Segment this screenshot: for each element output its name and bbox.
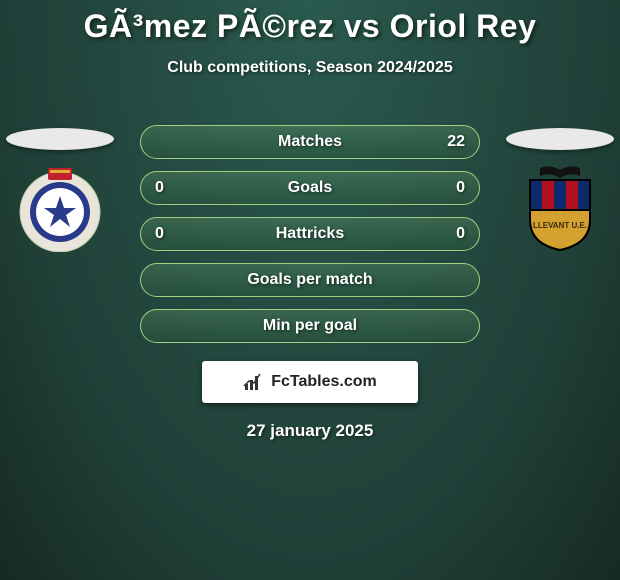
stat-row-matches: Matches 22 (140, 125, 480, 159)
deportivo-crest (10, 166, 110, 252)
stat-label: Goals (288, 179, 332, 197)
stat-right-value: 0 (456, 179, 465, 197)
stat-label: Goals per match (247, 271, 372, 289)
subtitle: Club competitions, Season 2024/2025 (0, 59, 620, 77)
stat-label: Matches (278, 133, 342, 151)
left-player-ellipse (6, 128, 114, 150)
right-player-ellipse (506, 128, 614, 150)
svg-text:LLEVANT U.E.: LLEVANT U.E. (533, 221, 587, 230)
stat-row-hattricks: 0 Hattricks 0 (140, 217, 480, 251)
brand-box[interactable]: FcTables.com (202, 361, 418, 403)
stat-left-value: 0 (155, 179, 164, 197)
stat-left-value: 0 (155, 225, 164, 243)
stat-row-goals: 0 Goals 0 (140, 171, 480, 205)
stats-table: Matches 22 0 Goals 0 0 Hattricks 0 Goals… (140, 125, 480, 343)
stat-row-goals-per-match: Goals per match (140, 263, 480, 297)
stat-label: Hattricks (276, 225, 344, 243)
left-player-block (6, 128, 114, 252)
stat-row-min-per-goal: Min per goal (140, 309, 480, 343)
stat-label: Min per goal (263, 317, 357, 335)
page-title: GÃ³mez PÃ©rez vs Oriol Rey (0, 0, 620, 45)
date-label: 27 january 2025 (0, 421, 620, 441)
levante-crest: LLEVANT U.E. (510, 166, 610, 252)
stat-right-value: 0 (456, 225, 465, 243)
stat-right-value: 22 (447, 133, 465, 151)
brand-label: FcTables.com (271, 373, 377, 391)
bar-chart-icon (243, 372, 265, 392)
right-player-block: LLEVANT U.E. (506, 128, 614, 252)
